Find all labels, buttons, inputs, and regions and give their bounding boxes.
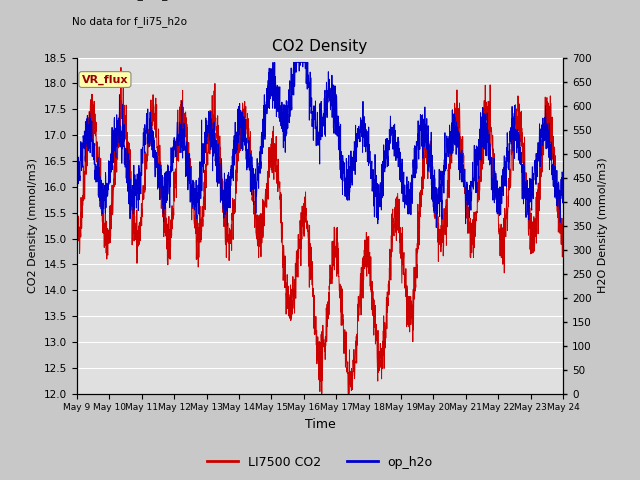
Text: VR_flux: VR_flux bbox=[82, 74, 128, 84]
Title: CO2 Density: CO2 Density bbox=[273, 39, 367, 54]
X-axis label: Time: Time bbox=[305, 418, 335, 431]
Legend: LI7500 CO2, op_h2o: LI7500 CO2, op_h2o bbox=[202, 451, 438, 474]
Y-axis label: CO2 Density (mmol/m3): CO2 Density (mmol/m3) bbox=[28, 158, 38, 293]
Y-axis label: H2O Density (mmol/m3): H2O Density (mmol/m3) bbox=[598, 158, 607, 293]
Text: No data for f_li75_h2o: No data for f_li75_h2o bbox=[72, 16, 187, 27]
